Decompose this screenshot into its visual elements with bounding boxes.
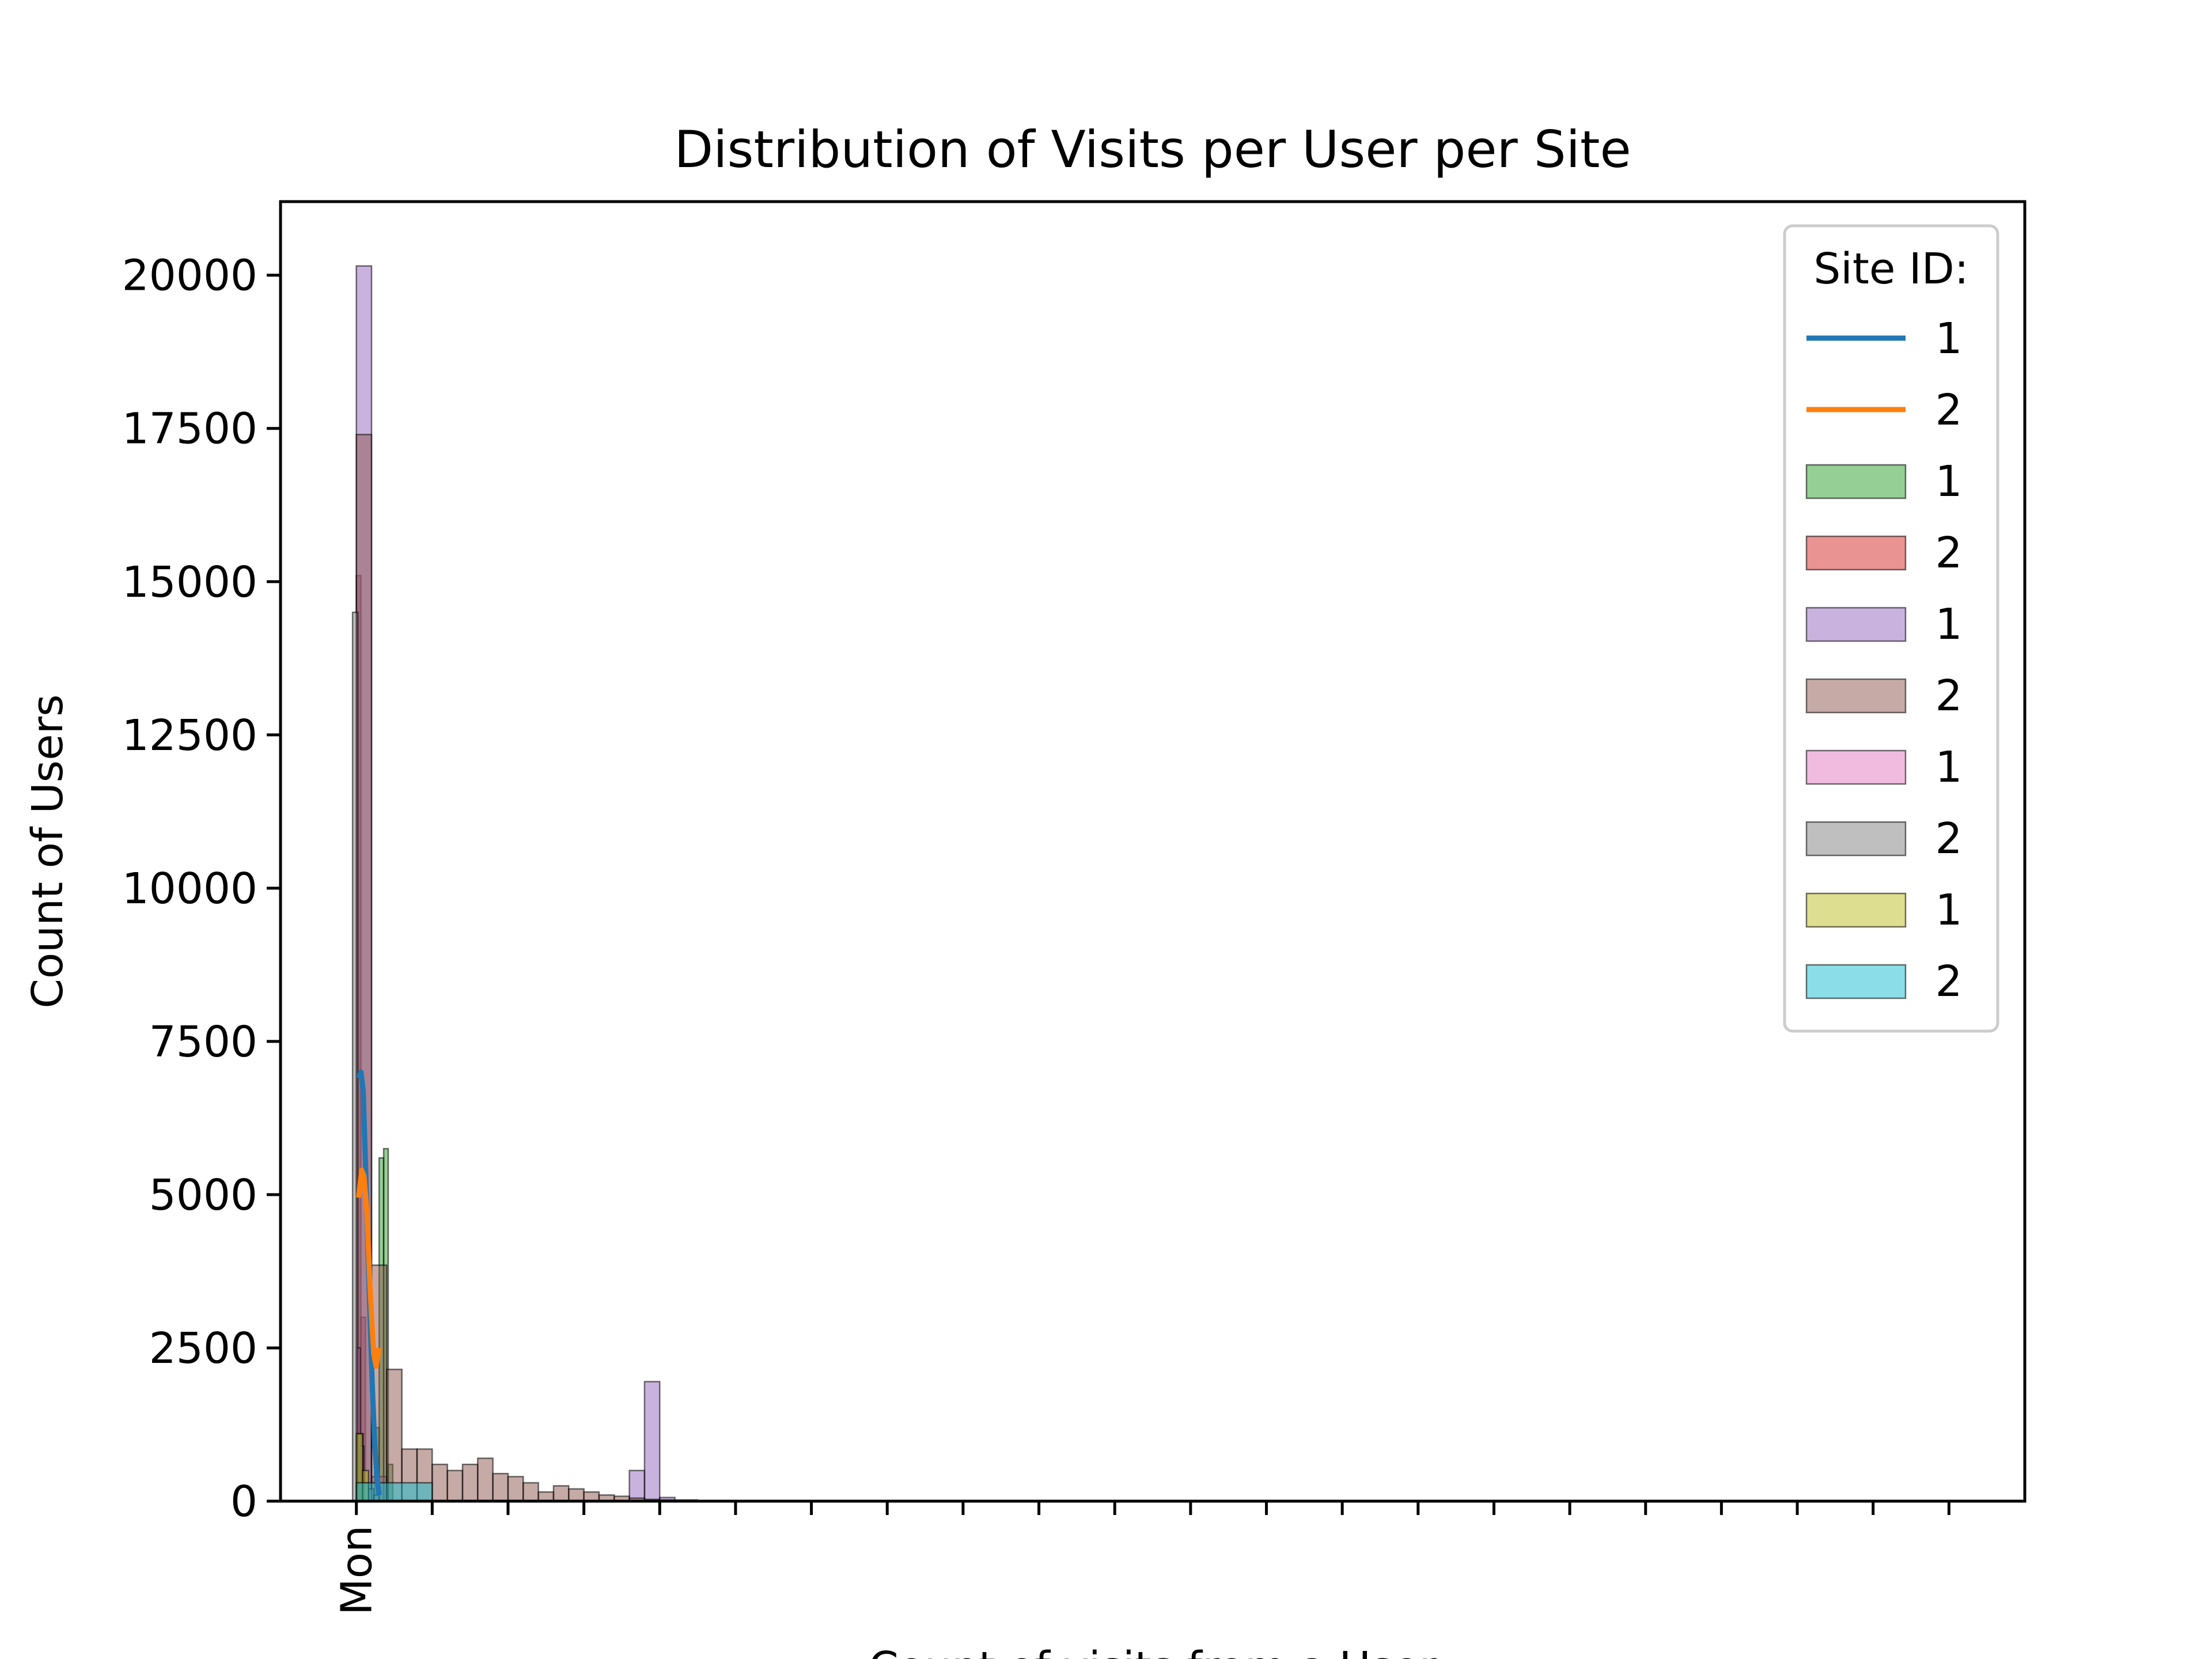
legend-entry-label: 2 (1935, 957, 1962, 1006)
x-axis-label: Count of visits from a User (869, 1643, 1437, 1659)
histogram-bar (461, 1463, 479, 1502)
legend-entry-label: 1 (1935, 600, 1962, 649)
kde-lines (356, 1069, 382, 1495)
legend-patch-marker (1805, 607, 1907, 642)
y-tick-label: 12500 (122, 711, 257, 760)
y-tick-label: 0 (230, 1477, 257, 1527)
legend-patch-marker (1805, 678, 1907, 714)
histogram-bar (351, 611, 359, 1502)
legend-entry-label: 2 (1935, 671, 1962, 721)
legend: Site ID: 1 2 1 2 1 2 1 2 1 2 (1783, 224, 1999, 1033)
legend-entry-label: 1 (1935, 743, 1962, 792)
x-tick-label: Mon (332, 1525, 382, 1615)
histogram-bar (568, 1488, 585, 1502)
y-axis: 0 2500 5000 7500 10000 12500 15000 17500 20000 (122, 251, 281, 1527)
histogram-bar (507, 1476, 524, 1502)
histogram-bar (643, 1381, 661, 1502)
y-tick-label: 5000 (149, 1171, 257, 1220)
legend-patch-marker (1805, 535, 1907, 571)
y-tick-label: 15000 (122, 558, 257, 607)
legend-patch-marker (1805, 964, 1907, 999)
y-tick-label: 7500 (149, 1017, 257, 1067)
legend-entry-label: 2 (1935, 814, 1962, 863)
histogram-bar (492, 1472, 509, 1502)
legend-patch-marker (1805, 464, 1907, 499)
legend-entry-label: 2 (1935, 528, 1962, 578)
histogram-bar (355, 1482, 433, 1502)
histogram-bar (522, 1482, 539, 1502)
histogram-bar (386, 1368, 403, 1502)
legend-patch-marker (1805, 749, 1907, 785)
legend-patch-marker (1805, 821, 1907, 857)
histogram-bar (477, 1457, 494, 1502)
legend-patch-marker (1805, 892, 1907, 928)
legend-title: Site ID: (1813, 244, 1968, 294)
legend-entry-label: 1 (1935, 314, 1962, 363)
y-tick-label: 17500 (122, 404, 257, 454)
legend-entry-label: 1 (1935, 885, 1962, 935)
histogram-bars (351, 265, 888, 1502)
legend-entry-label: 1 (1935, 457, 1962, 506)
chart-title: Distribution of Visits per User per Site (674, 120, 1631, 179)
histogram-bar (446, 1469, 464, 1502)
histogram-bar (431, 1463, 448, 1502)
histogram-bar (552, 1485, 570, 1502)
y-axis-label: Count of Users (23, 694, 73, 1008)
kde-line-site-2 (356, 1167, 382, 1369)
x-axis: Mon (332, 1501, 1950, 1615)
legend-entry-label: 2 (1935, 385, 1962, 435)
y-tick-label: 2500 (149, 1324, 257, 1373)
plot-frame (279, 200, 2027, 1503)
y-tick-label: 10000 (122, 864, 257, 914)
y-tick-label: 20000 (122, 251, 257, 301)
histogram-bar (628, 1469, 646, 1502)
